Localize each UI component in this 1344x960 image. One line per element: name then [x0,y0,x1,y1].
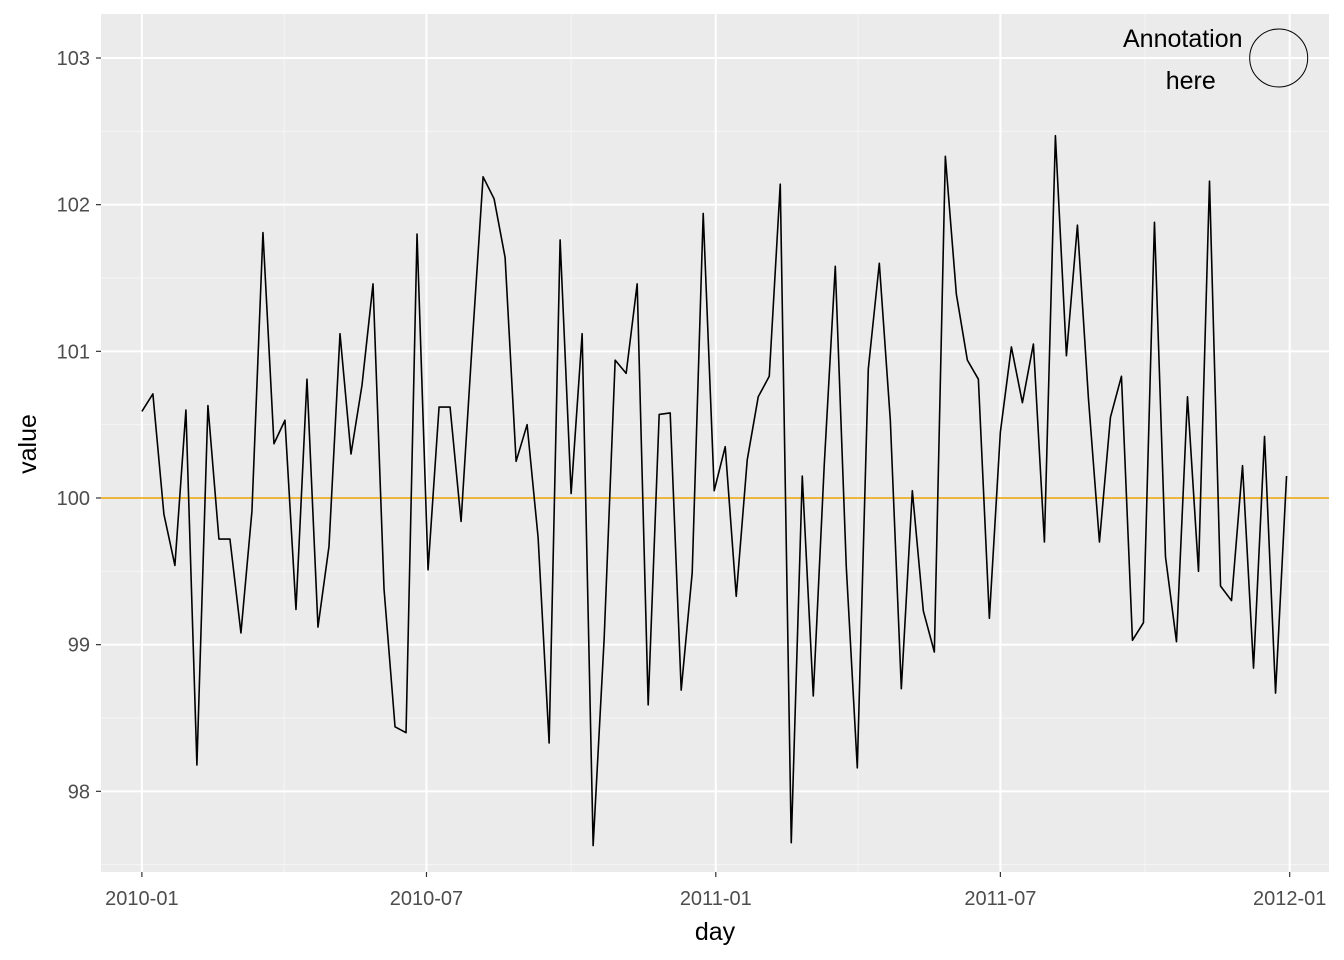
y-tick-label: 102 [57,195,90,217]
series-line [141,134,1288,847]
y-tick-label: 101 [57,341,90,363]
x-axis-title: day [695,918,736,946]
annotation-circle [1249,28,1309,88]
gridlines [101,14,1329,872]
y-tick-label: 99 [68,635,90,657]
annotation-line-1: Annotation [1123,25,1243,53]
y-axis-title: value [14,414,42,474]
x-tick-label: 2011-07 [964,888,1036,910]
y-tick-label: 100 [57,488,90,510]
x-tick-label: 2010-01 [105,888,178,910]
x-tick-label: 2011-01 [680,888,752,910]
series-group [141,134,1288,847]
y-tick-label: 103 [57,48,90,70]
axes: 98 99 100 101 102 103 2010-01 2010-07 2011-01 201… [57,48,1327,910]
annotation-line-2: here [1166,67,1216,95]
annotation-group: Annotation here [1123,25,1309,95]
y-tick-label: 98 [68,781,90,803]
x-tick-label: 2012-01 [1253,888,1326,910]
x-tick-label: 2010-07 [390,888,463,910]
